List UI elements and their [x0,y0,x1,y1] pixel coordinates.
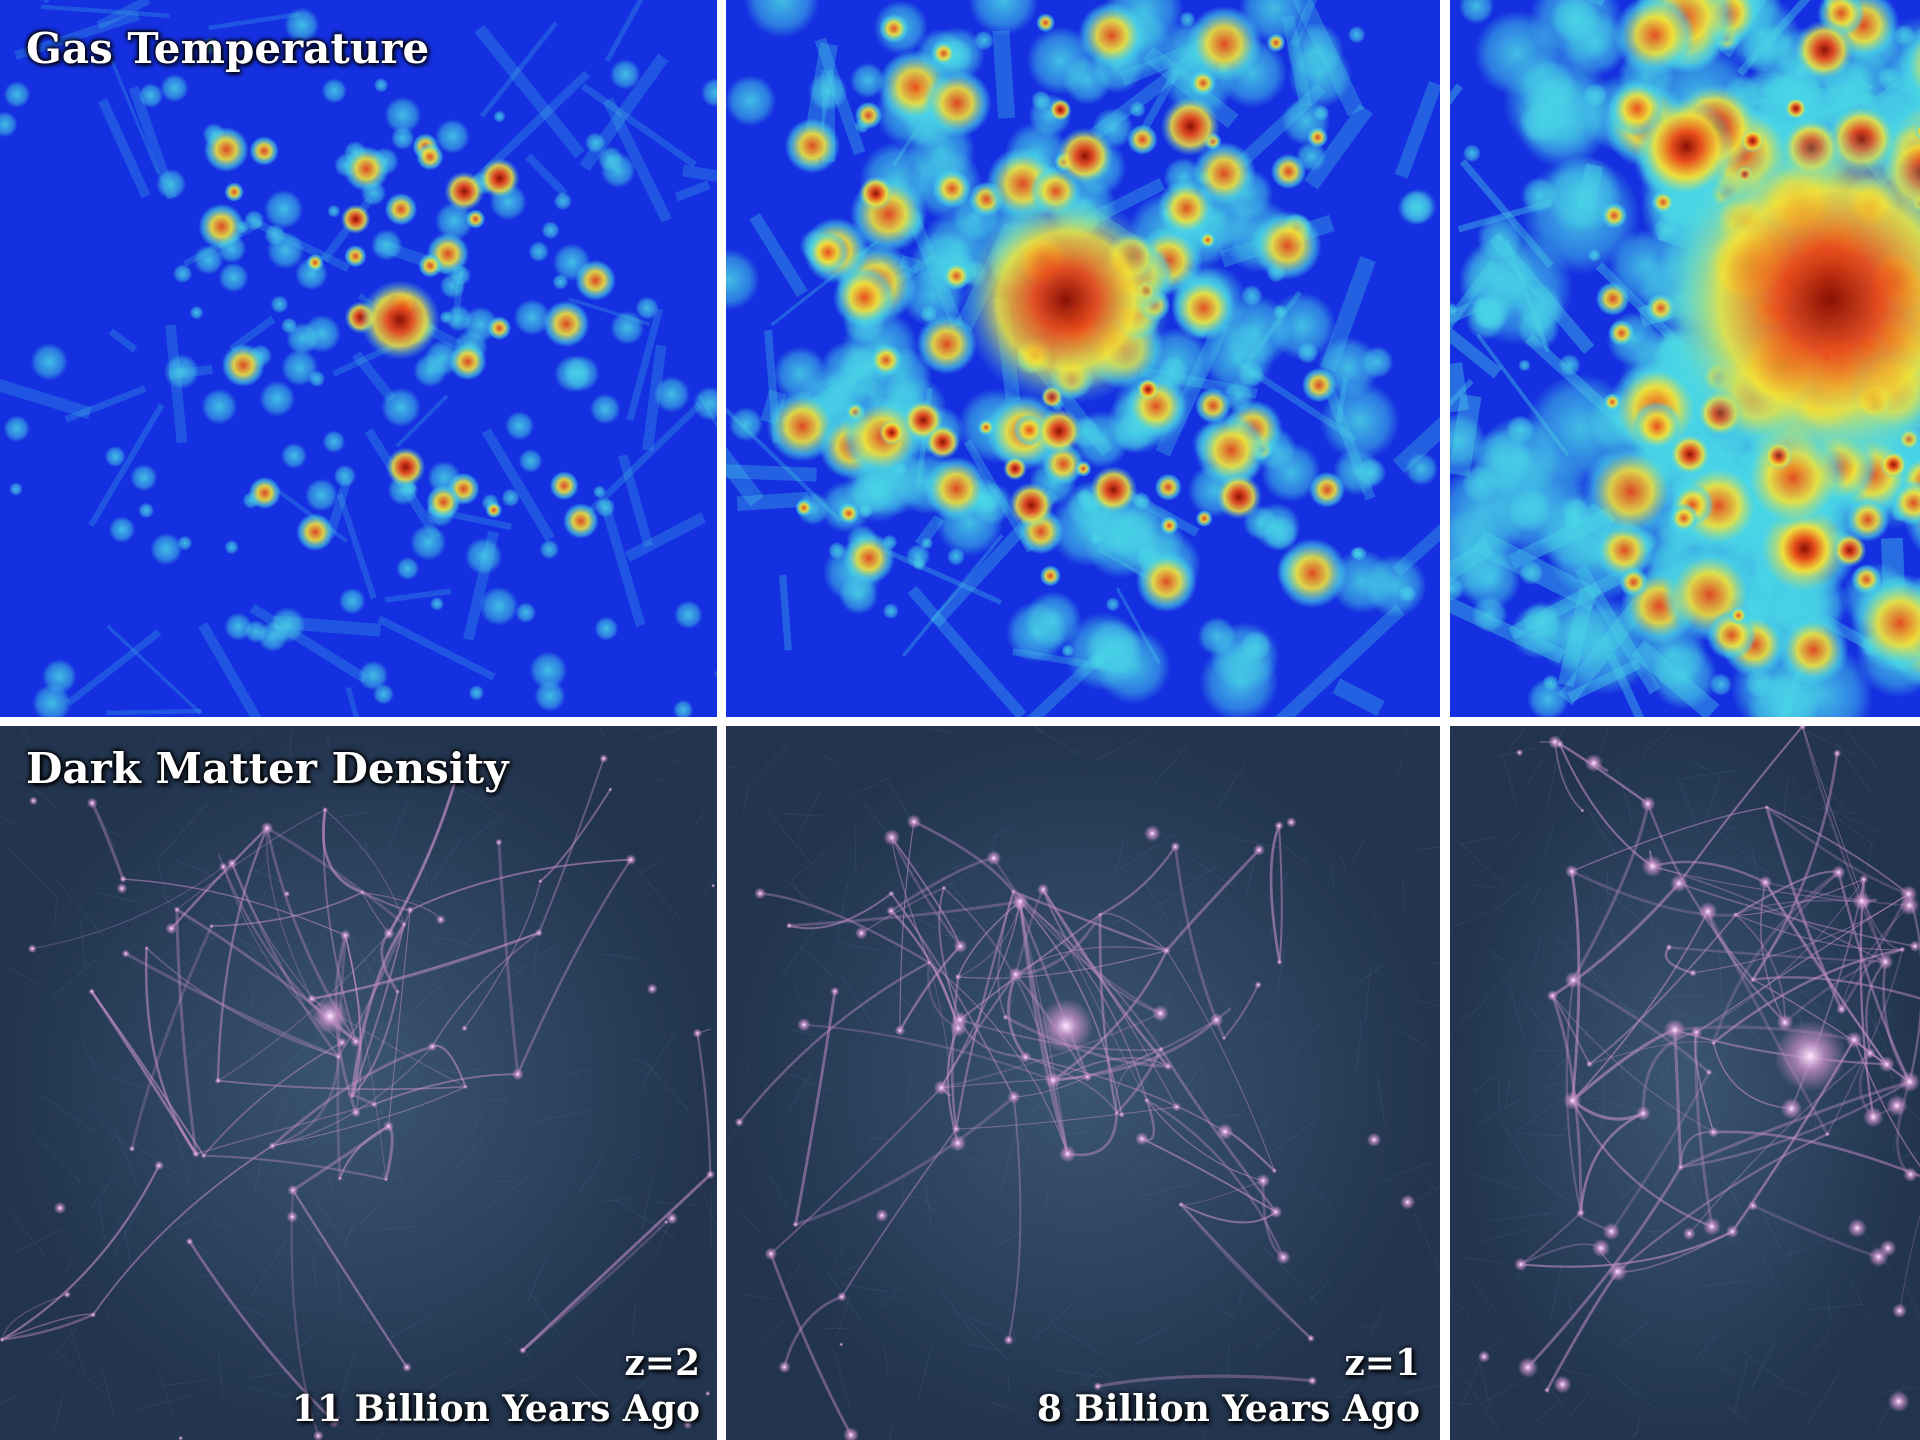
column-caption-z2: z=2 11 Billion Years Ago [292,1340,700,1432]
dark-matter-panel-z2 [0,726,717,1440]
redshift-label: z=2 [624,1342,700,1384]
redshift-label: z=1 [1344,1342,1420,1384]
dark-matter-density-map-icon [0,726,717,1440]
gas-temperature-panel-z0 [1450,0,1920,717]
dark-matter-panel-z0 [1450,726,1920,1440]
time-ago-label: 11 Billion Years Ago [291,1388,700,1430]
time-ago-label: 8 Billion Years Ago [1036,1388,1420,1430]
gas-temperature-map-icon [726,0,1440,717]
gas-temperature-panel-z2 [0,0,717,717]
gas-temperature-title: Gas Temperature [26,24,430,73]
gas-temperature-map-icon [1450,0,1920,717]
column-caption-z1: z=1 8 Billion Years Ago [1037,1340,1420,1432]
dark-matter-density-title: Dark Matter Density [26,744,509,793]
dark-matter-density-map-icon [1450,726,1920,1440]
dark-matter-panel-z1 [726,726,1440,1440]
dark-matter-density-map-icon [726,726,1440,1440]
gas-temperature-map-icon [0,0,717,717]
gas-temperature-panel-z1 [726,0,1440,717]
